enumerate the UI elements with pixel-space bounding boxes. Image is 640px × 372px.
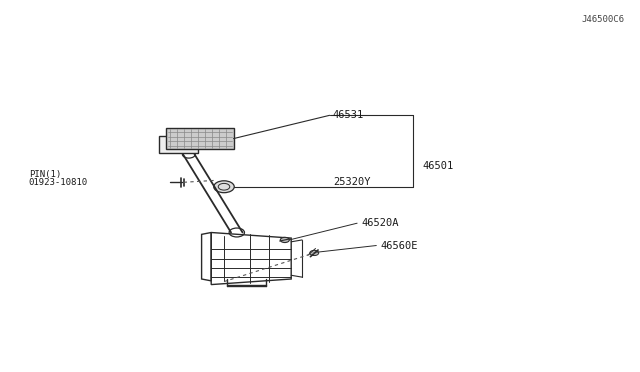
Text: 01923-10810: 01923-10810 xyxy=(29,178,88,187)
Text: 46531: 46531 xyxy=(333,110,364,120)
Circle shape xyxy=(214,181,234,193)
Circle shape xyxy=(280,237,289,243)
Text: 25320Y: 25320Y xyxy=(333,177,371,187)
Text: 46501: 46501 xyxy=(422,161,454,170)
Text: PIN(1): PIN(1) xyxy=(29,170,61,179)
Polygon shape xyxy=(166,128,234,149)
Text: J46500C6: J46500C6 xyxy=(581,15,624,24)
Text: 46560E: 46560E xyxy=(381,241,419,250)
Text: 46520A: 46520A xyxy=(362,218,399,228)
Circle shape xyxy=(310,250,319,256)
Polygon shape xyxy=(159,136,198,153)
